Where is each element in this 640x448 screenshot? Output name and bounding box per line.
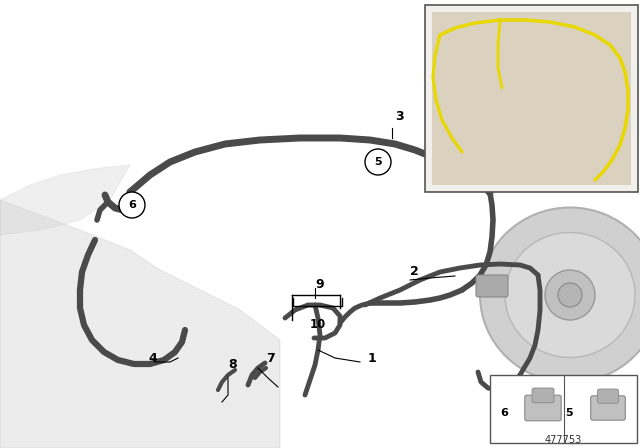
Text: 5: 5 xyxy=(565,408,573,418)
Circle shape xyxy=(545,270,595,320)
FancyBboxPatch shape xyxy=(598,389,618,403)
Text: 1: 1 xyxy=(368,352,377,365)
Circle shape xyxy=(558,283,582,307)
Text: 3: 3 xyxy=(395,110,404,123)
Text: 2: 2 xyxy=(410,265,419,278)
FancyBboxPatch shape xyxy=(490,375,637,443)
Text: 7: 7 xyxy=(266,352,275,365)
Text: 8: 8 xyxy=(228,358,237,371)
Text: 6: 6 xyxy=(500,408,508,418)
Circle shape xyxy=(365,149,391,175)
Text: 4: 4 xyxy=(148,352,157,365)
FancyBboxPatch shape xyxy=(525,395,561,421)
Polygon shape xyxy=(0,200,280,448)
Text: 10: 10 xyxy=(310,318,326,331)
Circle shape xyxy=(119,192,145,218)
Text: 6: 6 xyxy=(128,200,136,210)
FancyBboxPatch shape xyxy=(425,5,638,192)
FancyBboxPatch shape xyxy=(432,12,631,185)
FancyBboxPatch shape xyxy=(591,396,625,420)
Ellipse shape xyxy=(480,207,640,383)
Text: 9: 9 xyxy=(315,278,324,291)
FancyBboxPatch shape xyxy=(532,388,554,403)
FancyBboxPatch shape xyxy=(476,275,508,297)
Ellipse shape xyxy=(505,233,635,358)
Polygon shape xyxy=(0,165,130,235)
Text: 477753: 477753 xyxy=(545,435,582,445)
Text: 5: 5 xyxy=(374,157,382,167)
